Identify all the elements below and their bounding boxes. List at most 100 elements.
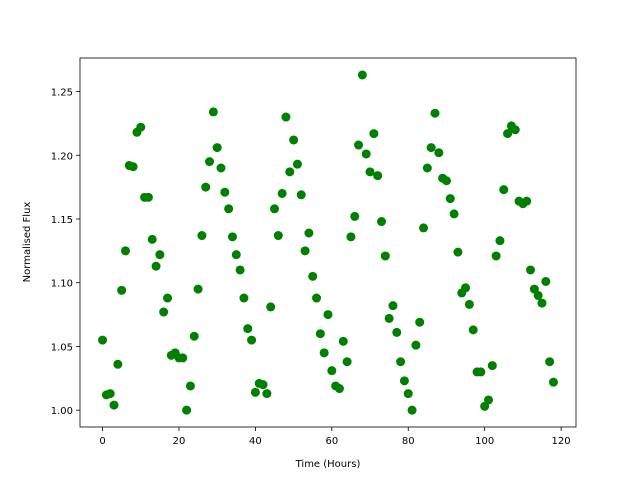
point — [262, 389, 272, 399]
point — [338, 336, 348, 346]
point — [357, 70, 367, 80]
point — [277, 188, 287, 198]
point — [453, 247, 463, 257]
point — [369, 129, 379, 139]
point — [143, 192, 153, 202]
point — [205, 157, 215, 167]
point — [392, 327, 402, 337]
point — [113, 359, 123, 369]
point — [483, 395, 493, 405]
point — [231, 250, 241, 260]
plot-frame — [79, 57, 577, 428]
y-tick-label: 1.15 — [51, 215, 73, 226]
point — [250, 387, 260, 397]
point — [120, 246, 130, 256]
point — [117, 285, 127, 295]
point — [522, 196, 532, 206]
point — [227, 232, 237, 242]
point — [376, 217, 386, 227]
point — [159, 307, 169, 317]
point — [422, 163, 432, 173]
y-tick-label: 1.05 — [51, 342, 73, 353]
point — [247, 335, 257, 345]
point — [334, 384, 344, 394]
point — [415, 317, 425, 327]
x-tick-label: 0 — [99, 436, 105, 447]
point — [281, 112, 291, 122]
point — [426, 143, 436, 153]
y-tick-label: 1.25 — [51, 88, 73, 99]
point — [545, 357, 555, 367]
point — [430, 108, 440, 118]
point — [548, 377, 558, 387]
point — [315, 329, 325, 339]
x-tick-label: 40 — [249, 436, 262, 447]
point — [292, 159, 302, 169]
x-axis-label: Time (Hours) — [295, 459, 361, 470]
point — [178, 353, 188, 363]
x-tick-label: 80 — [402, 436, 415, 447]
point — [373, 171, 383, 181]
point — [323, 310, 333, 320]
point — [350, 211, 360, 221]
point — [487, 361, 497, 371]
point — [296, 190, 306, 200]
point — [224, 204, 234, 214]
point — [185, 381, 195, 391]
point — [182, 405, 192, 415]
point — [285, 167, 295, 177]
point — [136, 122, 146, 132]
point — [491, 251, 501, 261]
point — [464, 299, 474, 309]
point — [239, 293, 249, 303]
point — [270, 204, 280, 214]
point — [468, 325, 478, 335]
point — [193, 284, 203, 294]
point — [388, 301, 398, 311]
point — [365, 167, 375, 177]
point — [98, 335, 108, 345]
point — [197, 231, 207, 241]
point — [503, 129, 513, 139]
point — [384, 313, 394, 323]
point — [216, 163, 226, 173]
y-tick-label: 1.00 — [51, 406, 73, 417]
point — [407, 405, 417, 415]
point — [189, 331, 199, 341]
point — [289, 135, 299, 145]
point — [499, 185, 509, 195]
point — [354, 140, 364, 150]
point — [411, 340, 421, 350]
point — [526, 265, 536, 275]
point — [495, 236, 505, 246]
y-axis-label: Normalised Flux — [22, 202, 33, 283]
y-tick-label: 1.20 — [51, 151, 73, 162]
point — [155, 250, 165, 260]
point — [445, 194, 455, 204]
point — [109, 400, 119, 410]
point — [163, 293, 173, 303]
point — [243, 324, 253, 334]
point — [319, 348, 329, 358]
point — [533, 290, 543, 300]
point — [220, 187, 230, 197]
point — [212, 143, 222, 153]
point — [208, 107, 218, 117]
point — [419, 223, 429, 233]
point — [147, 234, 157, 244]
point — [308, 271, 318, 281]
point — [346, 232, 356, 242]
x-tick-label: 60 — [325, 436, 338, 447]
x-tick-label: 100 — [475, 436, 494, 447]
point — [403, 389, 413, 399]
point — [441, 176, 451, 186]
point — [201, 182, 211, 192]
point — [476, 367, 486, 377]
point — [300, 246, 310, 256]
point — [380, 251, 390, 261]
point — [266, 302, 276, 312]
point — [235, 265, 245, 275]
x-tick-label: 20 — [173, 436, 186, 447]
